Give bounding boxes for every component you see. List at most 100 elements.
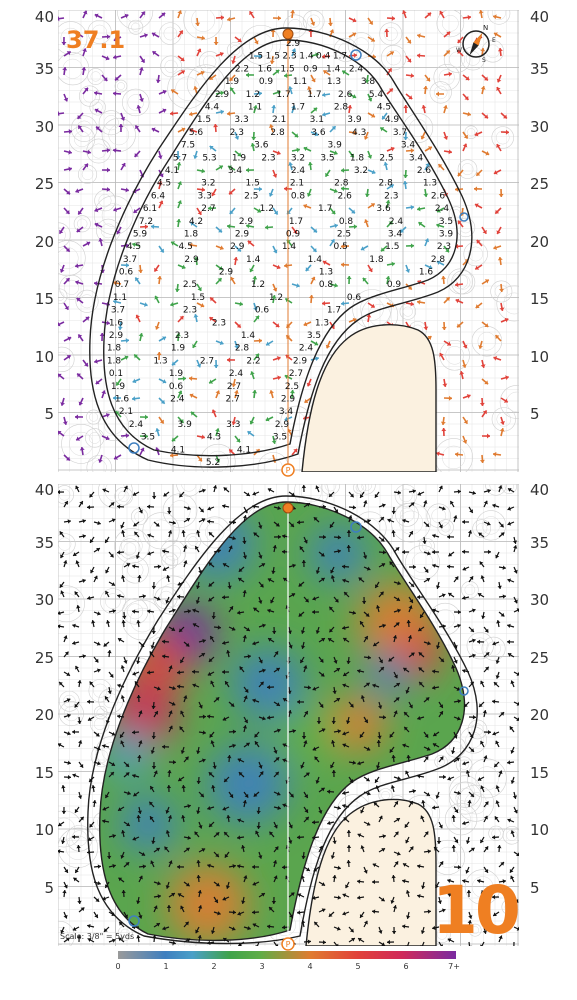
slope-arrow bbox=[498, 611, 505, 617]
slope-arrow bbox=[321, 300, 331, 306]
slope-arrow bbox=[479, 454, 485, 464]
slope-arrow bbox=[480, 740, 485, 748]
slope-arrow bbox=[315, 776, 320, 784]
slope-arrow bbox=[62, 889, 67, 898]
slope-arrow bbox=[153, 521, 160, 527]
slope-arrow bbox=[76, 372, 84, 380]
slope-arrow bbox=[423, 909, 432, 914]
slope-arrow bbox=[168, 860, 173, 868]
slope-arrow bbox=[423, 731, 429, 738]
slope-arrow bbox=[215, 428, 220, 437]
slope-arrow bbox=[438, 821, 443, 829]
slope-arrow bbox=[385, 200, 391, 209]
slope-arrow bbox=[152, 50, 160, 57]
contour-line bbox=[58, 921, 75, 946]
slope-arrow bbox=[443, 340, 452, 346]
slope-arrow bbox=[465, 866, 470, 874]
contour-line bbox=[93, 195, 134, 235]
slope-arrow bbox=[213, 625, 222, 630]
slope-arrow bbox=[117, 806, 125, 812]
slope-arrow bbox=[405, 836, 410, 844]
contour-line bbox=[58, 227, 66, 243]
slope-arrow bbox=[198, 638, 206, 644]
slope-arrow bbox=[298, 611, 305, 617]
slope-arrow bbox=[207, 863, 215, 868]
slope-arrow bbox=[439, 10, 445, 19]
slope-arrow bbox=[108, 608, 116, 614]
slope-arrow bbox=[363, 866, 368, 874]
contour-line bbox=[142, 512, 180, 550]
slope-arrow bbox=[196, 874, 201, 883]
slope-arrow bbox=[405, 243, 415, 249]
slope-arrow bbox=[456, 321, 464, 328]
slope-arrow bbox=[315, 485, 320, 493]
slope-percentage-label: 2.4 bbox=[299, 344, 314, 354]
slope-arrow bbox=[499, 428, 505, 437]
slope-arrow bbox=[405, 36, 412, 44]
slope-percentage-label: 2.3 bbox=[230, 128, 244, 138]
slope-arrow bbox=[60, 926, 65, 934]
slope-arrow bbox=[108, 501, 115, 508]
slope-percentage-label: 1.7 bbox=[291, 102, 305, 112]
slope-arrow bbox=[496, 226, 502, 235]
contour-line bbox=[302, 10, 325, 32]
slope-arrow bbox=[183, 560, 188, 568]
slope-percentage-label: 2.9 bbox=[109, 331, 124, 341]
slope-arrow bbox=[392, 905, 398, 913]
slope-arrow bbox=[120, 851, 125, 859]
slope-arrow bbox=[82, 241, 91, 247]
contour-line bbox=[481, 516, 501, 535]
slope-percentage-label: 2.8 bbox=[431, 255, 446, 265]
slope-arrow bbox=[481, 433, 491, 439]
slope-arrow bbox=[462, 820, 470, 826]
slope-arrow bbox=[495, 656, 500, 664]
slope-arrow bbox=[176, 161, 182, 171]
slope-arrow bbox=[58, 821, 65, 827]
slope-arrow bbox=[290, 10, 296, 19]
slope-arrow bbox=[75, 560, 80, 568]
slope-arrow bbox=[386, 15, 396, 21]
slope-arrow bbox=[82, 48, 87, 57]
slope-arrow bbox=[139, 414, 149, 420]
slope-percentage-label: 3.5 bbox=[320, 153, 334, 163]
contour-line bbox=[90, 714, 110, 734]
slope-arrow bbox=[453, 716, 461, 721]
slope-arrow bbox=[158, 89, 167, 95]
slope-arrow bbox=[210, 926, 216, 934]
slope-arrow bbox=[477, 592, 485, 598]
slope-arrow bbox=[498, 188, 504, 198]
slope-percentage-label: 2.3 bbox=[183, 306, 197, 316]
slope-percentage-label: 1.4 bbox=[308, 255, 323, 265]
slope-arrow bbox=[242, 551, 248, 559]
slope-arrow bbox=[342, 683, 350, 688]
slope-arrow bbox=[493, 681, 500, 688]
slope-arrow bbox=[86, 850, 95, 855]
slope-arrow bbox=[267, 608, 275, 613]
slope-arrow bbox=[243, 506, 248, 514]
slope-arrow bbox=[495, 740, 500, 748]
slope-arrow bbox=[234, 301, 244, 307]
slope-arrow bbox=[493, 32, 502, 38]
slope-arrow bbox=[418, 221, 426, 228]
slope-arrow bbox=[453, 515, 458, 523]
slope-arrow bbox=[363, 791, 371, 796]
heat-map-panel bbox=[58, 484, 519, 946]
slope-arrow bbox=[115, 378, 122, 386]
slope-arrow bbox=[481, 279, 490, 285]
slope-arrow bbox=[107, 686, 112, 694]
slope-arrow bbox=[513, 926, 519, 931]
slope-arrow bbox=[177, 315, 185, 323]
slope-arrow bbox=[271, 435, 277, 444]
slope-arrow bbox=[438, 701, 444, 709]
contour-line bbox=[459, 221, 472, 234]
slope-arrow bbox=[178, 626, 185, 633]
slope-arrow bbox=[230, 276, 236, 285]
slope-arrow bbox=[133, 521, 140, 527]
slope-arrow bbox=[288, 162, 294, 171]
slope-arrow bbox=[181, 529, 186, 538]
slope-arrow bbox=[272, 321, 280, 328]
slope-arrow bbox=[91, 620, 96, 628]
slope-arrow bbox=[288, 821, 293, 829]
slope-arrow bbox=[237, 758, 245, 763]
slope-arrow bbox=[75, 485, 80, 493]
